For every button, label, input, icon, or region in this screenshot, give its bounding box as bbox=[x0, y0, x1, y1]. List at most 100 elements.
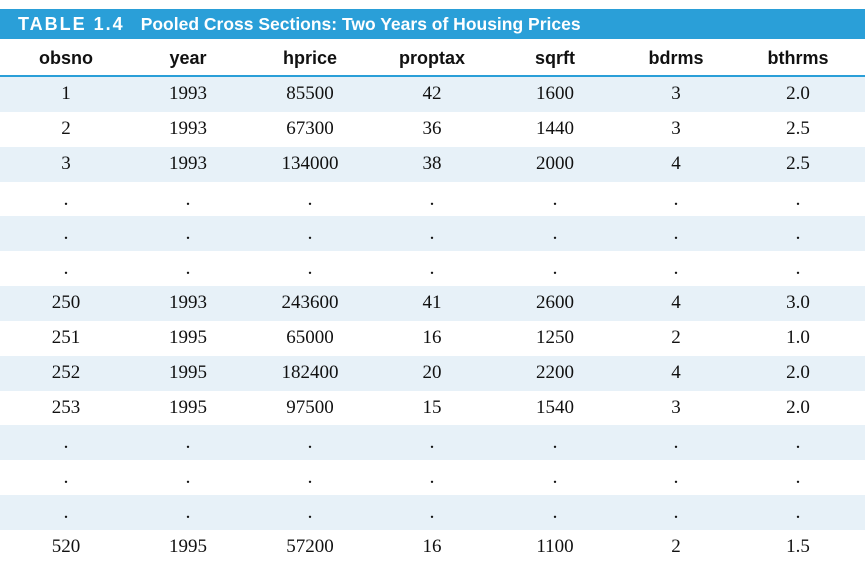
table-cell-bdrms: . bbox=[673, 466, 679, 489]
table-cell-year: 1995 bbox=[169, 396, 207, 418]
table-row: 1 1993 85500 42 1600 3 2.0 bbox=[0, 77, 865, 112]
table-cell-year: 1993 bbox=[169, 83, 207, 104]
table-cell-hprice: 65000 bbox=[286, 326, 334, 348]
table-cell-hprice: . bbox=[307, 222, 313, 245]
table-cell-bthrms: . bbox=[795, 187, 801, 210]
table-cell-sqrft: . bbox=[552, 257, 558, 280]
table-cell-proptax: 41 bbox=[422, 292, 442, 314]
table-cell-year: 1995 bbox=[169, 326, 207, 348]
table-cell-hprice: 97500 bbox=[286, 396, 334, 418]
table-cell-sqrft: . bbox=[552, 222, 558, 245]
table-cell-bdrms: . bbox=[673, 187, 679, 210]
table-cell-bdrms: 2 bbox=[671, 535, 681, 557]
column-header-bdrms: bdrms bbox=[648, 48, 704, 68]
table-cell-hprice: 134000 bbox=[281, 152, 339, 174]
table-cell-bthrms: . bbox=[795, 222, 801, 245]
table-row: 520 1995 57200 16 1100 2 1.5 bbox=[0, 530, 865, 565]
table-cell-year: 1995 bbox=[169, 535, 207, 557]
table-cell-bthrms: . bbox=[795, 431, 801, 454]
table-cell-obsno: . bbox=[63, 222, 69, 245]
table-cell-obsno: 2 bbox=[61, 117, 71, 139]
table-header-row: obsno year hprice proptax sqrft bdrms bt… bbox=[0, 39, 865, 77]
table-cell-bthrms: . bbox=[795, 466, 801, 489]
table-row-ellipsis: ....... bbox=[0, 216, 865, 252]
table-cell-hprice: . bbox=[307, 431, 313, 454]
column-header-obsno: obsno bbox=[39, 48, 93, 68]
table-cell-bdrms: 4 bbox=[671, 152, 681, 174]
table-cell-sqrft: 1250 bbox=[536, 326, 574, 348]
table-cell-proptax: 36 bbox=[422, 117, 442, 139]
table-cell-year: 1993 bbox=[169, 152, 207, 174]
table-cell-sqrft: . bbox=[552, 431, 558, 454]
table-title: Pooled Cross Sections: Two Years of Hous… bbox=[140, 13, 581, 34]
table-row: 250 1993 243600 41 2600 4 3.0 bbox=[0, 286, 865, 321]
table-cell-sqrft: 1540 bbox=[536, 396, 574, 418]
table-cell-hprice: 243600 bbox=[281, 292, 339, 314]
table-cell-bdrms: 3 bbox=[671, 396, 681, 418]
table-cell-obsno: . bbox=[63, 187, 69, 210]
table-cell-bthrms: 2.0 bbox=[786, 396, 810, 418]
table-cell-proptax: . bbox=[429, 257, 435, 280]
table-cell-proptax: 20 bbox=[422, 361, 442, 383]
table-cell-sqrft: . bbox=[552, 187, 558, 210]
table-cell-proptax: 15 bbox=[422, 396, 442, 418]
table-cell-year: . bbox=[185, 501, 191, 524]
table-label: TABLE 1.4 bbox=[18, 13, 125, 34]
table-cell-proptax: . bbox=[429, 466, 435, 489]
table-cell-hprice: . bbox=[307, 187, 313, 210]
column-header-year: year bbox=[169, 48, 207, 68]
table-cell-bthrms: 1.5 bbox=[786, 535, 810, 557]
column-header-proptax: proptax bbox=[398, 48, 466, 68]
table-cell-bdrms: . bbox=[673, 501, 679, 524]
table-cell-obsno: . bbox=[63, 466, 69, 489]
table-title-bar: TABLE 1.4 Pooled Cross Sections: Two Yea… bbox=[0, 9, 865, 39]
table-cell-bdrms: 4 bbox=[671, 361, 681, 383]
table-cell-year: . bbox=[185, 466, 191, 489]
table-cell-obsno: . bbox=[63, 257, 69, 280]
table-cell-proptax: . bbox=[429, 222, 435, 245]
column-header-hprice: hprice bbox=[282, 48, 338, 68]
table-row: 252 1995 182400 20 2200 4 2.0 bbox=[0, 355, 865, 391]
table-row-ellipsis: ....... bbox=[0, 495, 865, 530]
table-cell-sqrft: 2000 bbox=[536, 152, 574, 174]
table-cell-year: . bbox=[185, 257, 191, 280]
table-cell-year: . bbox=[185, 431, 191, 454]
table-cell-bthrms: 1.0 bbox=[786, 326, 810, 348]
table-cell-obsno: . bbox=[63, 431, 69, 454]
table-row-ellipsis: ....... bbox=[0, 251, 865, 286]
table-cell-proptax: 16 bbox=[422, 535, 442, 557]
table-row-ellipsis: ....... bbox=[0, 425, 865, 461]
column-header-sqrft: sqrft bbox=[535, 48, 575, 68]
table-cell-year: 1993 bbox=[169, 117, 207, 139]
table-cell-bthrms: 2.0 bbox=[786, 361, 810, 383]
table-cell-obsno: 253 bbox=[51, 396, 81, 418]
table-cell-proptax: 16 bbox=[422, 326, 442, 348]
table-cell-proptax: 38 bbox=[422, 152, 442, 174]
table-cell-year: 1995 bbox=[169, 361, 207, 383]
table-cell-proptax: . bbox=[429, 187, 435, 210]
table-cell-bdrms: 3 bbox=[671, 83, 681, 104]
table-row: 2 1993 67300 36 1440 3 2.5 bbox=[0, 112, 865, 147]
table-cell-bthrms: . bbox=[795, 257, 801, 280]
table-cell-hprice: 67300 bbox=[286, 117, 334, 139]
table-row: 251 1995 65000 16 1250 2 1.0 bbox=[0, 321, 865, 356]
table-cell-year: . bbox=[185, 187, 191, 210]
table-cell-bthrms: 2.0 bbox=[786, 83, 810, 104]
table-cell-hprice: . bbox=[307, 257, 313, 280]
table-cell-bdrms: 3 bbox=[671, 117, 681, 139]
table-cell-bdrms: . bbox=[673, 431, 679, 454]
column-header-bthrms: bthrms bbox=[767, 48, 829, 68]
table-cell-year: . bbox=[185, 222, 191, 245]
table-cell-sqrft: 1600 bbox=[536, 83, 574, 104]
table-row-ellipsis: ....... bbox=[0, 182, 865, 217]
table-row: 3 1993 134000 38 2000 4 2.5 bbox=[0, 146, 865, 182]
table-cell-obsno: 252 bbox=[51, 361, 81, 383]
table-cell-obsno: 3 bbox=[61, 152, 71, 174]
table-cell-bthrms: 2.5 bbox=[786, 152, 810, 174]
table-cell-sqrft: 1100 bbox=[536, 535, 574, 557]
table-cell-proptax: . bbox=[429, 501, 435, 524]
table-row: 253 1995 97500 15 1540 3 2.0 bbox=[0, 391, 865, 426]
table-cell-bthrms: . bbox=[795, 501, 801, 524]
table-cell-proptax: 42 bbox=[422, 83, 442, 104]
